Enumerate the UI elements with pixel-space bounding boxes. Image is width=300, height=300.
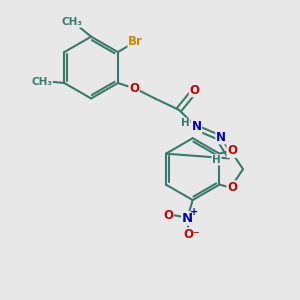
Text: CH₃: CH₃ [31,76,52,86]
Text: H: H [212,155,221,165]
Text: O: O [184,228,194,241]
Text: O: O [227,144,237,157]
Text: ⁻: ⁻ [192,230,199,242]
Text: N: N [182,212,193,225]
Text: O: O [227,181,237,194]
Text: N: N [216,131,226,144]
Text: H: H [181,118,190,128]
Text: CH₃: CH₃ [61,17,82,27]
Text: Br: Br [128,35,143,48]
Text: +: + [190,207,198,217]
Text: O: O [129,82,139,95]
Text: O: O [189,84,200,97]
Text: O: O [163,209,173,222]
Text: N: N [191,120,202,134]
